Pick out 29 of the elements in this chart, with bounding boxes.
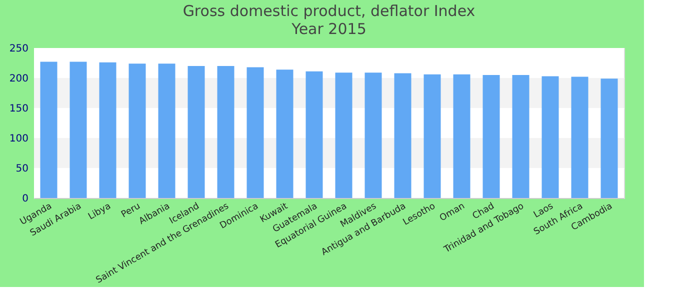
bar (512, 75, 530, 198)
y-tick-label: 50 (16, 164, 28, 174)
bar (306, 71, 323, 198)
bar (276, 70, 294, 198)
bar (188, 66, 205, 198)
bar (453, 74, 470, 198)
y-tick-label: 150 (9, 104, 28, 114)
chart-title: Gross domestic product, deflator Index (182, 2, 476, 20)
bar (571, 76, 588, 198)
bar (158, 64, 176, 198)
bar (364, 72, 382, 198)
chart-subtitle: Year 2015 (290, 20, 366, 38)
bar (217, 66, 234, 198)
bar (128, 64, 146, 198)
bar (246, 67, 264, 198)
bar (424, 74, 441, 198)
bar (335, 72, 352, 198)
y-tick-label: 250 (9, 44, 28, 54)
y-tick-label: 200 (9, 74, 28, 84)
bar (70, 62, 87, 198)
bar (600, 78, 618, 198)
bar (482, 75, 500, 198)
bar (542, 76, 559, 198)
bar (40, 62, 58, 198)
y-tick-label: 0 (22, 194, 28, 204)
bar (99, 62, 116, 198)
x-tick-label: Libya (86, 202, 113, 222)
bar (394, 73, 412, 198)
y-tick-label: 100 (9, 134, 28, 144)
